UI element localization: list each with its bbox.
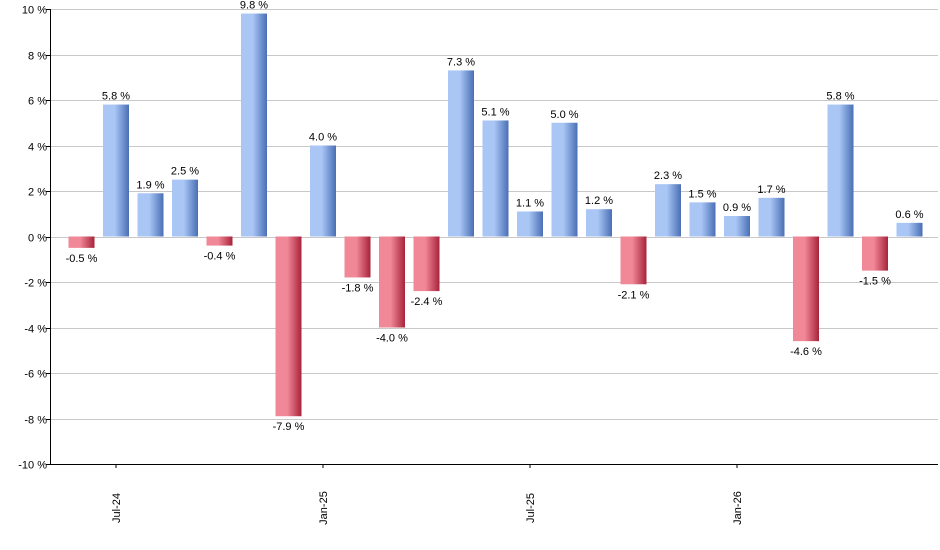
y-tick-label: 6 % (28, 96, 47, 108)
bar-negative (862, 236, 888, 271)
bar-value-label: 1.1 % (516, 197, 544, 209)
y-tick-label: 4 % (28, 142, 47, 154)
bar-negative (793, 236, 819, 342)
bar-negative (206, 236, 233, 246)
bar-positive (551, 122, 578, 237)
x-axis-tick-labels: Jul-24 Jan-25 Jul-25 Jan-26 (111, 491, 744, 525)
bar-value-label: 0.6 % (895, 209, 923, 221)
bar-positive (827, 104, 854, 237)
y-tick-label: 0 % (28, 233, 47, 245)
y-tick-label: -10 % (18, 460, 47, 472)
bar-negative (379, 236, 405, 328)
bar-negative (344, 236, 371, 278)
bar-value-label: 0.9 % (723, 202, 751, 214)
bar-value-label: 5.8 % (102, 91, 130, 103)
bar-value-label: 2.3 % (654, 170, 682, 182)
y-tick-label: 10 % (22, 5, 47, 17)
bar-value-label: 1.7 % (757, 184, 785, 196)
bar-value-label: -4.0 % (376, 333, 408, 345)
bar-positive (896, 222, 923, 237)
bar-value-label: -2.4 % (411, 296, 443, 308)
bar-positive (103, 104, 129, 237)
x-tick-label: Jul-24 (111, 493, 123, 523)
bar-value-label: 5.8 % (826, 91, 854, 103)
bar-positive (655, 184, 681, 237)
bar-value-label: -1.5 % (859, 276, 891, 288)
y-tick-label: 2 % (28, 187, 47, 199)
bar-positive (517, 211, 543, 237)
bar-value-label: 1.5 % (688, 188, 716, 200)
bar-positive (758, 197, 785, 237)
bar-negative (620, 236, 647, 285)
y-axis-tick-labels: 10 % 8 % 6 % 4 % 2 % 0 % -2 % -4 % -6 % -8 % -10 % (18, 5, 47, 472)
bar-positive (137, 193, 164, 237)
bars (68, 13, 923, 417)
axes (46, 9, 938, 468)
bar-negative (275, 236, 302, 417)
bar-value-label: 9.8 % (240, 0, 268, 12)
y-tick-label: -4 % (24, 324, 47, 336)
y-tick-label: -2 % (24, 278, 47, 290)
bar-value-labels: -0.5 % 5.8 % 1.9 % 2.5 % -0.4 % 9.8 % -7.9 % 4.… (66, 0, 924, 433)
bar-value-label: -7.9 % (273, 421, 305, 433)
bar-positive (172, 179, 198, 237)
bar-positive (586, 209, 612, 237)
bar-value-label: 1.9 % (136, 179, 164, 191)
bar-positive (241, 13, 267, 237)
bar-value-label: 5.1 % (481, 106, 509, 118)
bar-positive (310, 145, 336, 237)
bar-positive (689, 202, 716, 237)
x-tick-label: Jan-26 (732, 491, 744, 525)
bar-positive (724, 216, 750, 237)
y-tick-label: -6 % (24, 369, 47, 381)
y-tick-label: 8 % (28, 51, 47, 63)
y-tick-label: -8 % (24, 415, 47, 427)
bar-negative (68, 236, 95, 248)
bar-value-label: -2.1 % (618, 289, 650, 301)
bar-value-label: -1.8 % (342, 282, 374, 294)
x-tick-label: Jul-25 (525, 493, 537, 523)
bar-value-label: -0.5 % (66, 253, 98, 265)
bar-negative (413, 236, 440, 292)
bar-positive (448, 70, 474, 237)
bar-positive (482, 120, 509, 237)
bar-value-label: -4.6 % (790, 346, 822, 358)
x-tick-label: Jan-25 (318, 491, 330, 525)
bar-value-label: 4.0 % (309, 132, 337, 144)
bar-value-label: -0.4 % (204, 251, 236, 263)
bar-value-label: 1.2 % (585, 195, 613, 207)
bar-value-label: 7.3 % (447, 56, 475, 68)
bar-value-label: 5.0 % (550, 109, 578, 121)
bar-value-label: 2.5 % (171, 166, 199, 178)
